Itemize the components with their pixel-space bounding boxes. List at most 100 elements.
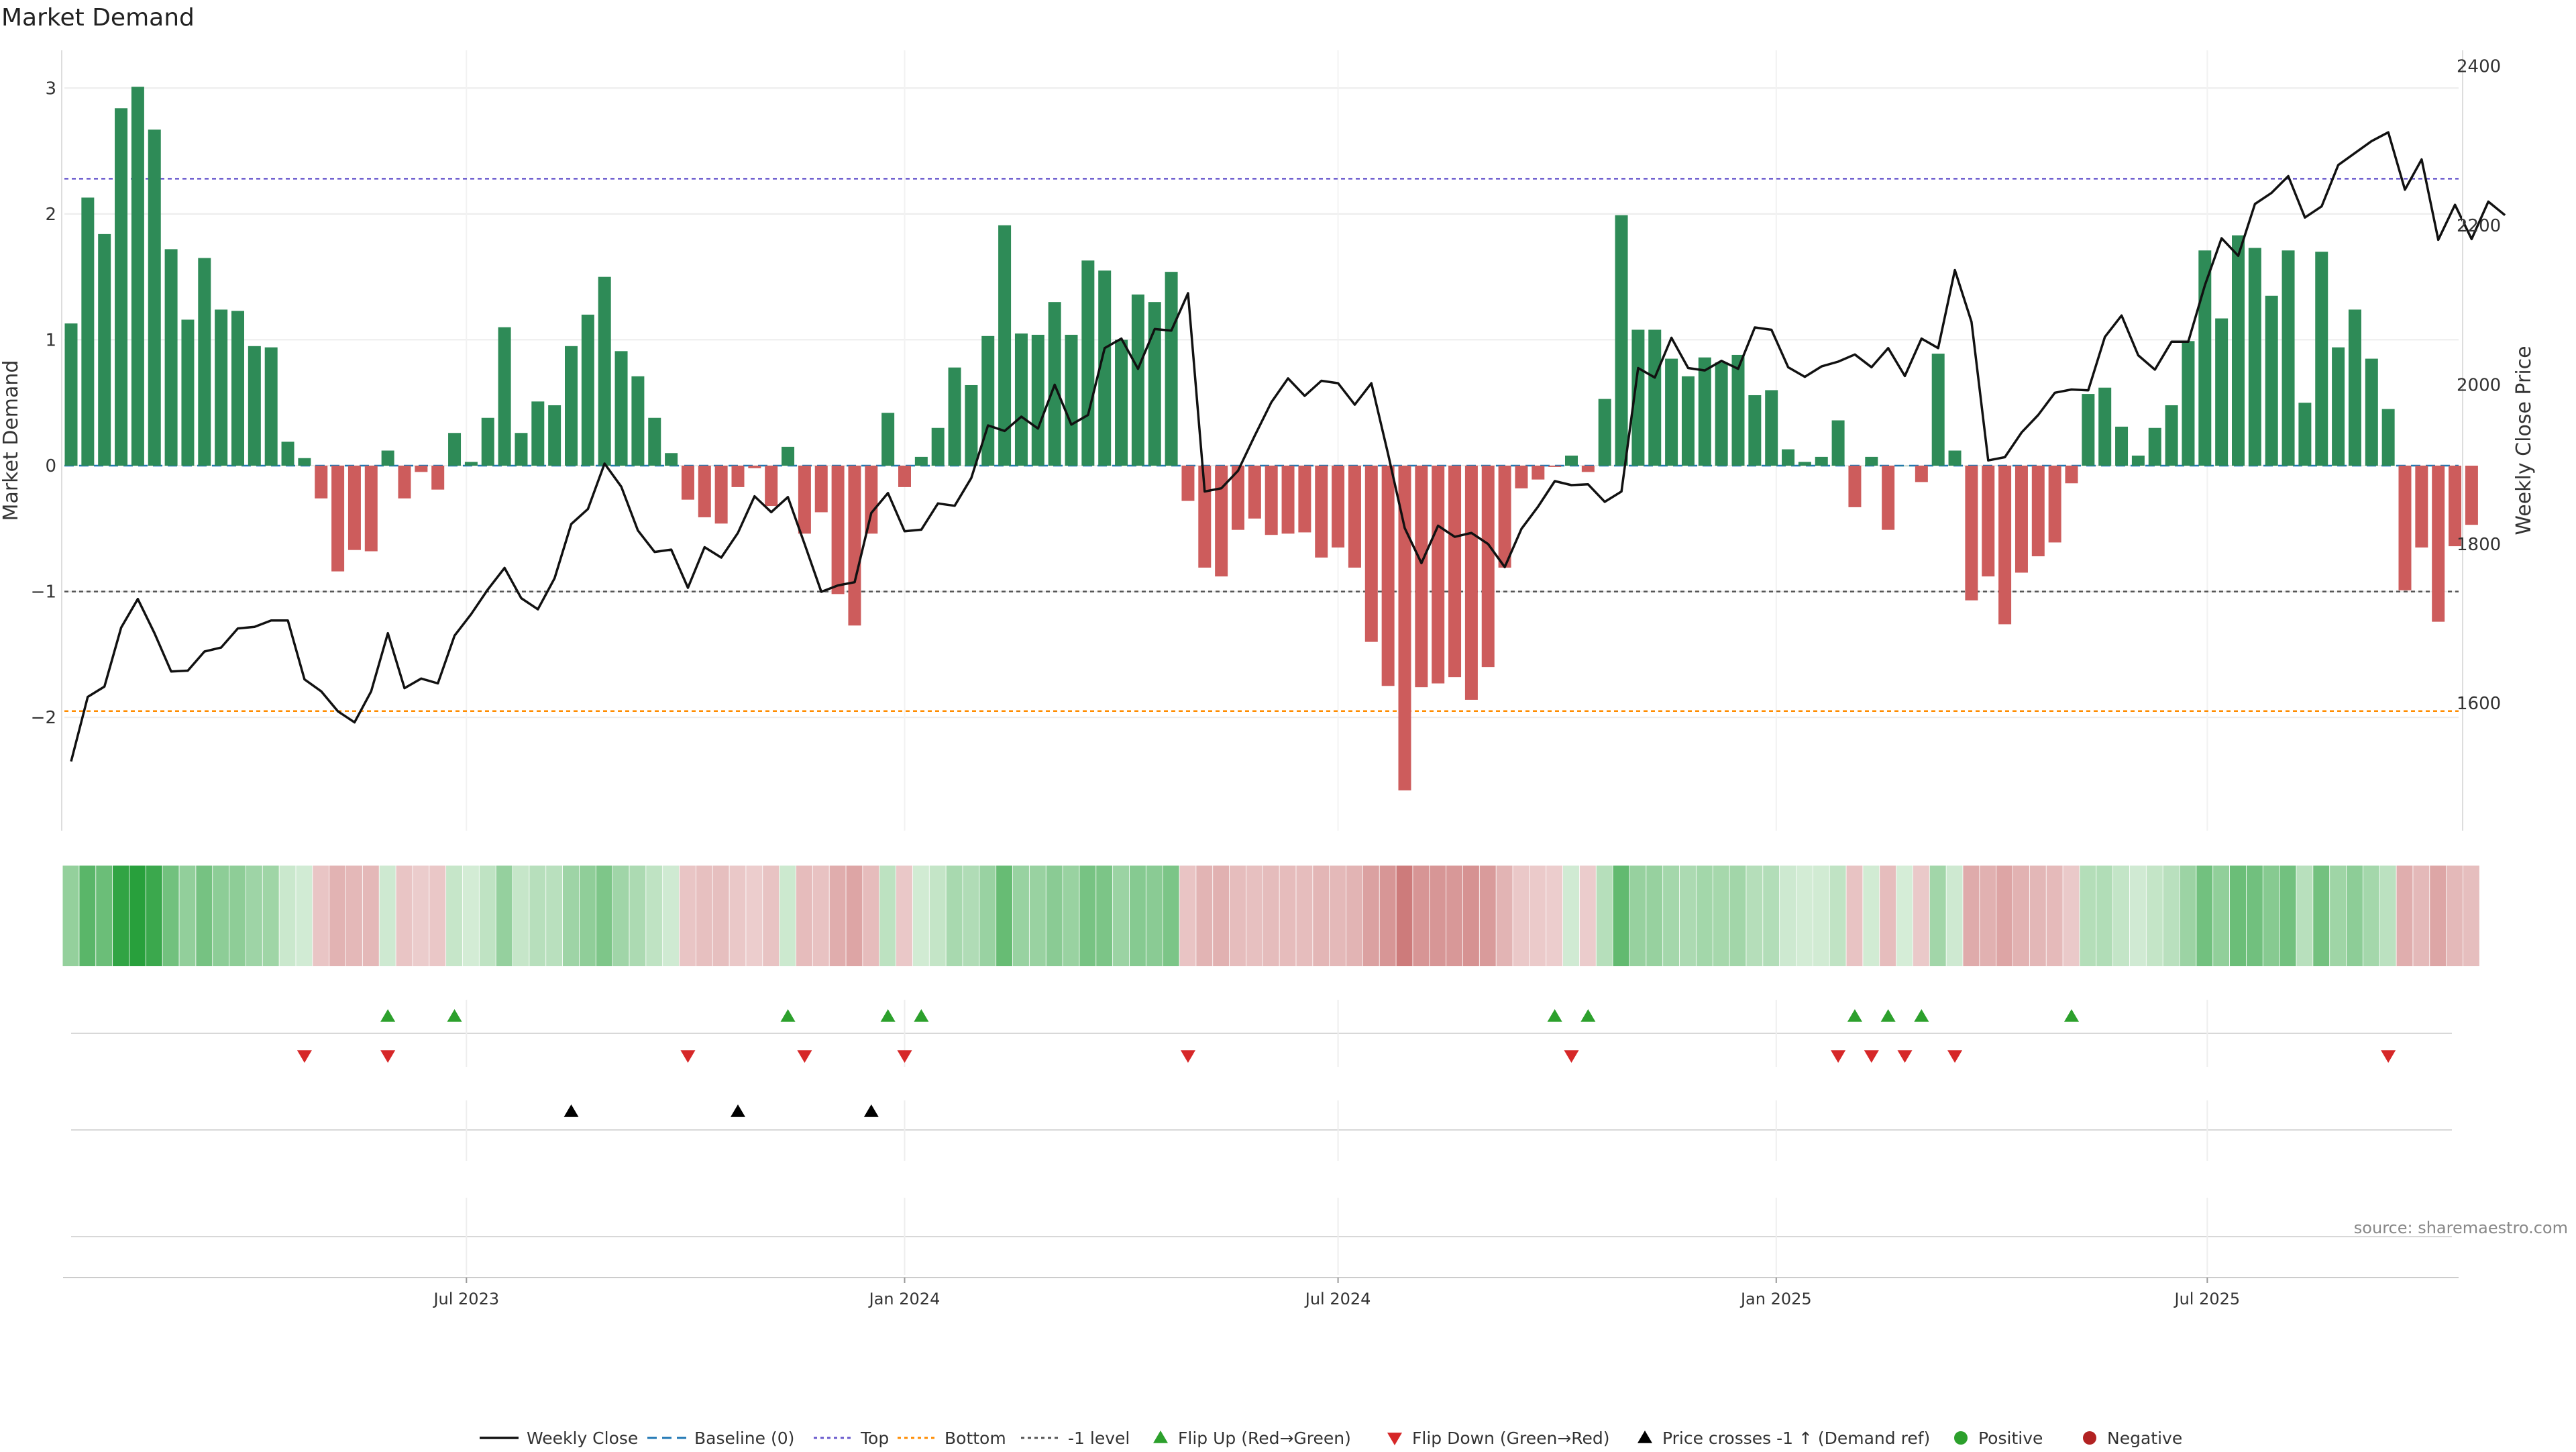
heat-cell — [1546, 866, 1563, 966]
demand-bar — [2348, 309, 2361, 466]
demand-bar — [1315, 466, 1328, 558]
demand-bar — [2048, 466, 2061, 543]
demand-bar — [865, 466, 878, 534]
y-tick-label-left: 2 — [45, 205, 56, 225]
heat-cell — [1696, 866, 1713, 966]
legend-swatch-negative — [2083, 1431, 2096, 1445]
heat-cell — [929, 866, 946, 966]
demand-bar — [148, 129, 161, 466]
heat-cell — [2029, 866, 2046, 966]
heat-cell — [1462, 866, 1479, 966]
legend-label: Bottom — [945, 1429, 1006, 1448]
demand-bar — [1098, 270, 1112, 466]
demand-bar — [1948, 450, 1962, 466]
demand-bar — [1065, 334, 1078, 466]
heat-cell — [879, 866, 896, 966]
demand-bar — [1432, 466, 1445, 684]
demand-bar — [548, 405, 561, 466]
flip-up-marker — [2064, 1009, 2079, 1022]
demand-bar — [1115, 340, 1128, 466]
heat-cell — [1629, 866, 1646, 966]
demand-bar — [1515, 466, 1528, 488]
heat-cell — [1012, 866, 1029, 966]
heat-cell — [1096, 866, 1113, 966]
heat-cell — [2146, 866, 2163, 966]
demand-bar — [2082, 394, 2095, 466]
demand-bar — [1748, 395, 1762, 466]
heat-cell — [2096, 866, 2113, 966]
y-tick-label-left: 0 — [45, 456, 56, 476]
heat-cell — [1279, 866, 1296, 966]
demand-bar — [814, 466, 828, 513]
heat-cell — [529, 866, 546, 966]
heat-cell — [429, 866, 446, 966]
heat-cell — [1029, 866, 1046, 966]
heat-cell — [2413, 866, 2430, 966]
demand-bar — [2215, 318, 2229, 466]
flip-up-marker — [380, 1009, 396, 1022]
heat-cell — [96, 866, 113, 966]
heat-cell — [2463, 866, 2479, 966]
demand-bar — [1631, 329, 1645, 466]
demand-bar — [1532, 466, 1545, 480]
price-cross-marker — [731, 1104, 745, 1117]
y-tick-label-right: 2000 — [2457, 375, 2501, 395]
heat-cell — [196, 866, 213, 966]
heat-cell — [763, 866, 780, 966]
demand-heat-strip — [62, 866, 2479, 966]
heat-cell — [2213, 866, 2230, 966]
heat-cell — [229, 866, 246, 966]
demand-bar — [898, 466, 911, 487]
heat-cell — [446, 866, 463, 966]
demand-bar — [1014, 333, 1028, 466]
y-axis-title-left: Market Demand — [0, 360, 23, 521]
flip-up-marker — [1880, 1009, 1896, 1022]
demand-bar — [765, 466, 778, 507]
demand-bar — [2298, 403, 2312, 466]
heat-cell — [1579, 866, 1596, 966]
demand-bar — [1464, 466, 1478, 700]
heat-cell — [1746, 866, 1763, 966]
heat-cell — [2230, 866, 2246, 966]
demand-bar — [798, 466, 811, 534]
heat-cell — [1880, 866, 1896, 966]
demand-bar — [1965, 466, 1978, 601]
demand-bar — [1165, 272, 1178, 466]
demand-bar — [1181, 466, 1195, 501]
demand-bar — [531, 401, 545, 466]
demand-bar — [1332, 466, 1345, 548]
y-tick-label-right: 2400 — [2457, 57, 2501, 77]
heat-cell — [963, 866, 979, 966]
demand-bar — [2248, 248, 2261, 466]
heat-cell — [1163, 866, 1179, 966]
flip-down-marker — [1947, 1050, 1963, 1063]
y-tick-label-left: 3 — [45, 79, 56, 99]
demand-bar — [164, 249, 178, 466]
legend-label: Flip Up (Red→Green) — [1178, 1429, 1351, 1448]
demand-bar — [1565, 456, 1578, 466]
demand-bar — [2365, 358, 2378, 466]
demand-bar — [315, 466, 328, 499]
price-cross-marker — [863, 1104, 879, 1117]
heat-cell — [646, 866, 663, 966]
heat-cell — [2363, 866, 2379, 966]
heat-cell — [1396, 866, 1413, 966]
demand-bar — [565, 346, 578, 466]
heat-cell — [179, 866, 196, 966]
heat-cell — [1963, 866, 1980, 966]
heat-cell — [1046, 866, 1063, 966]
heat-cell — [2330, 866, 2347, 966]
heat-cell — [396, 866, 413, 966]
heat-cell — [1129, 866, 1146, 966]
demand-bar — [782, 446, 795, 466]
heat-cell — [1263, 866, 1279, 966]
heat-cell — [679, 866, 696, 966]
heat-cell — [1230, 866, 1246, 966]
heat-cell — [1913, 866, 1929, 966]
demand-bar — [215, 309, 228, 466]
demand-bar — [714, 466, 728, 524]
heat-cell — [1946, 866, 1963, 966]
heat-cell — [1613, 866, 1629, 966]
heat-cell — [2163, 866, 2180, 966]
